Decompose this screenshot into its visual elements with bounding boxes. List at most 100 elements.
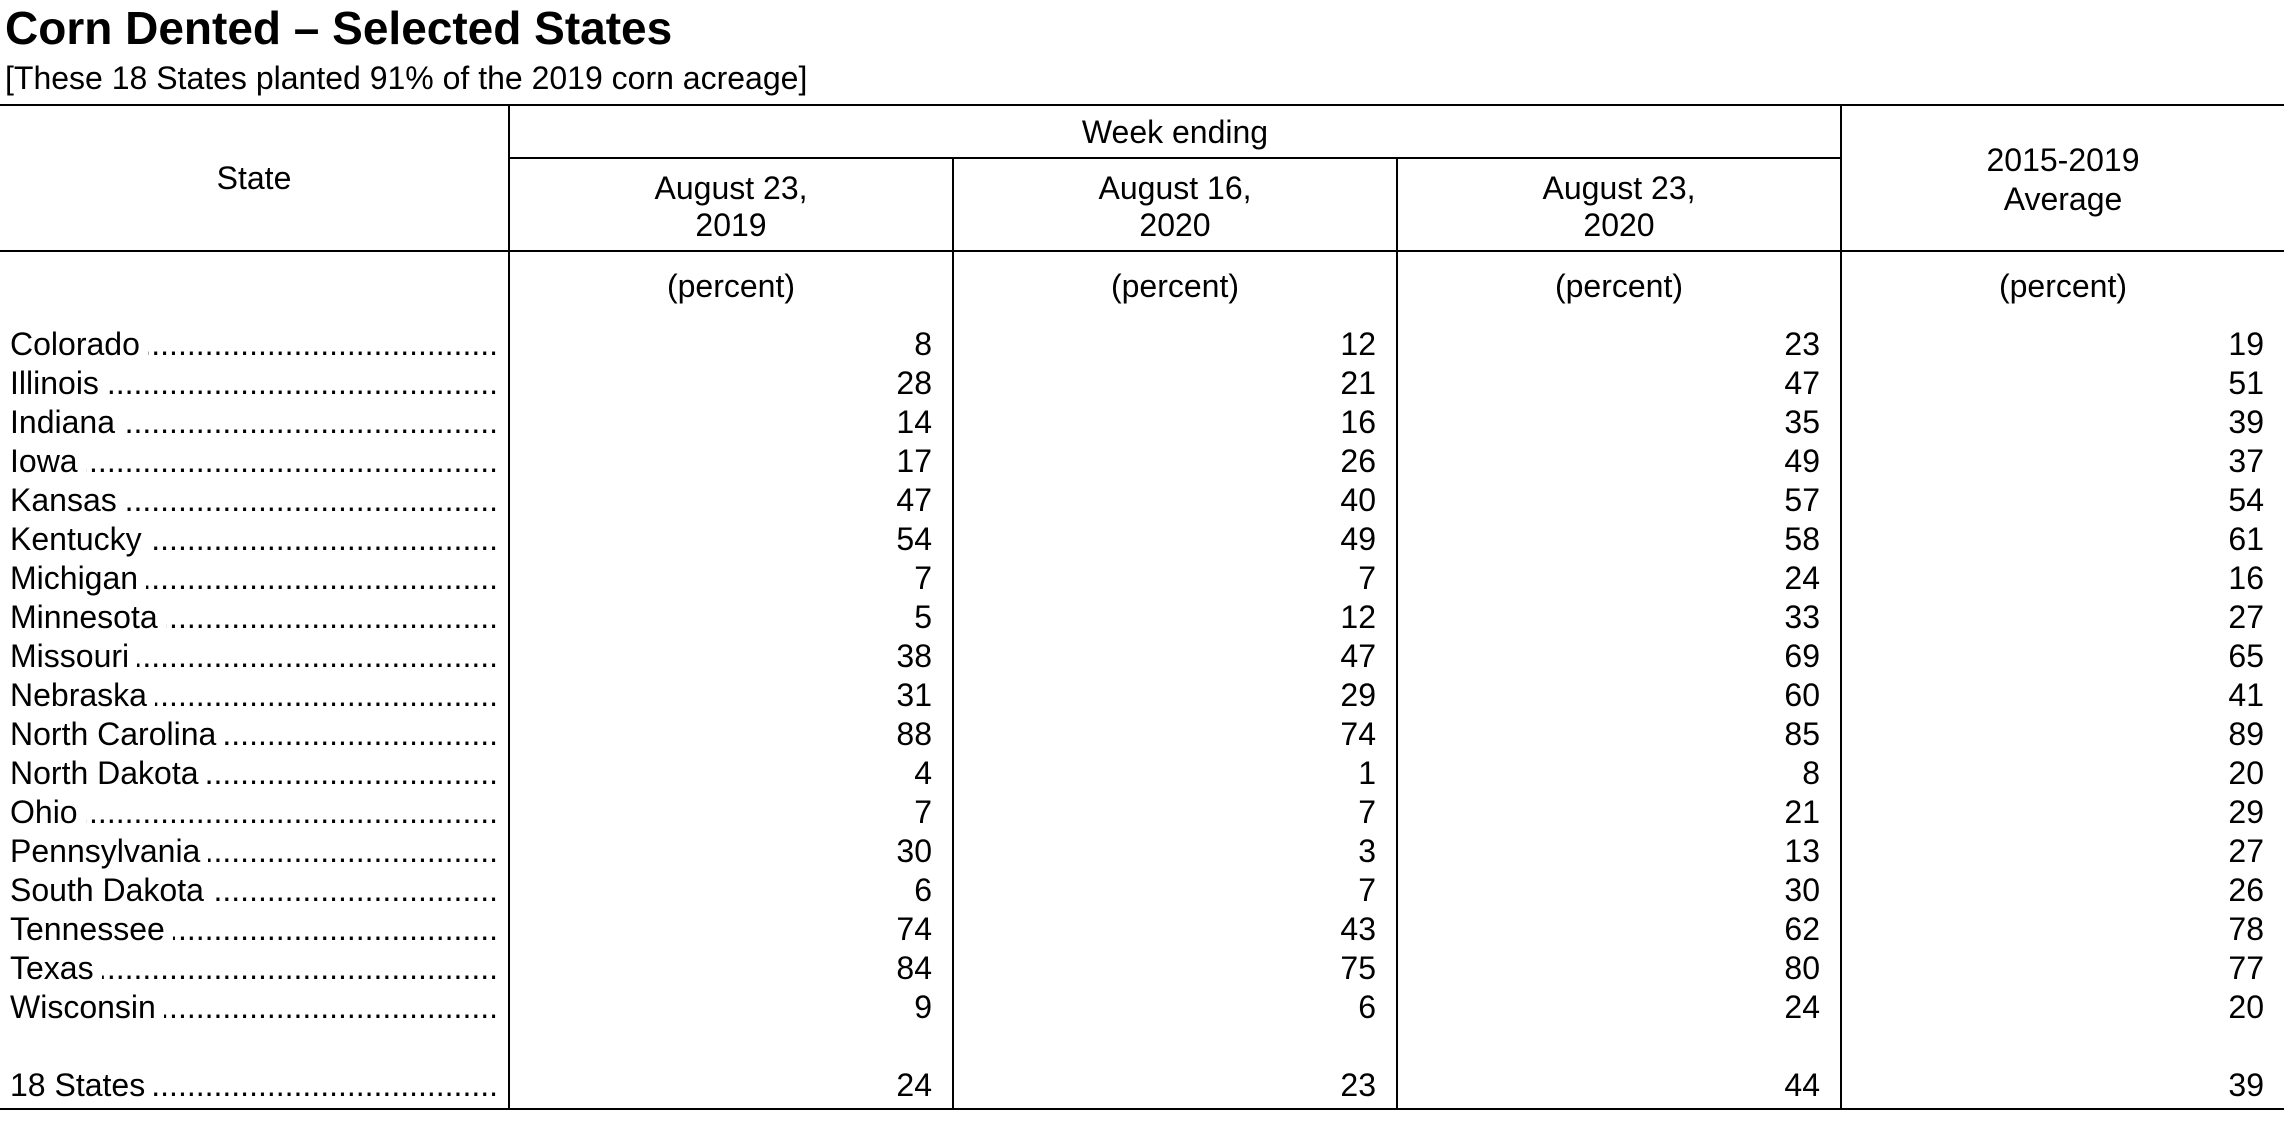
state-column-header: State xyxy=(216,160,292,196)
unit-label: (percent) xyxy=(666,268,796,304)
value-cell: 6 xyxy=(1358,989,1376,1025)
state-name: 18 States xyxy=(10,1067,154,1103)
column-divider xyxy=(508,104,510,1110)
state-cell: ........................................… xyxy=(10,364,498,403)
leader-dots: ........................................… xyxy=(10,794,498,830)
value-cell: 30 xyxy=(1784,872,1820,908)
state-cell: ........................................… xyxy=(10,676,498,715)
state-cell: ........................................… xyxy=(10,988,498,1027)
column-header-line: 2015-2019 xyxy=(1986,142,2140,178)
state-cell: ........................................… xyxy=(10,325,498,364)
value-cell: 65 xyxy=(2228,638,2264,674)
value-cell: 16 xyxy=(2228,560,2264,596)
table-row: ........................................… xyxy=(0,793,2284,832)
value-cell: 20 xyxy=(2228,989,2264,1025)
value-cell: 49 xyxy=(1784,443,1820,479)
week-ending-header: Week ending xyxy=(1081,114,1269,150)
page-title: Corn Dented – Selected States xyxy=(5,2,673,54)
state-name: Minnesota xyxy=(10,599,166,635)
state-name: Tennessee xyxy=(10,911,173,947)
column-header-line: August 23, xyxy=(654,170,808,206)
table-bottom-rule xyxy=(0,1108,2284,1110)
total-row: ........................................… xyxy=(0,1066,2284,1105)
state-name: Kentucky xyxy=(10,521,150,557)
value-cell: 26 xyxy=(2228,872,2264,908)
value-cell: 47 xyxy=(1784,365,1820,401)
state-name: Texas xyxy=(10,950,102,986)
column-divider xyxy=(1396,157,1398,1110)
state-cell: ........................................… xyxy=(10,403,498,442)
value-cell: 9 xyxy=(914,989,932,1025)
value-cell: 6 xyxy=(914,872,932,908)
value-cell: 7 xyxy=(1358,794,1376,830)
state-cell: ........................................… xyxy=(10,559,498,598)
value-cell: 29 xyxy=(1340,677,1376,713)
value-cell: 39 xyxy=(2228,1067,2264,1103)
table-row: ........................................… xyxy=(0,988,2284,1027)
value-cell: 8 xyxy=(914,326,932,362)
table-row: ........................................… xyxy=(0,637,2284,676)
state-cell: ........................................… xyxy=(10,871,498,910)
column-divider xyxy=(1840,104,1842,1110)
state-name: Illinois xyxy=(10,365,107,401)
value-cell: 80 xyxy=(1784,950,1820,986)
value-cell: 16 xyxy=(1340,404,1376,440)
column-header-line: Average xyxy=(2003,181,2123,217)
column-header-line: August 16, xyxy=(1098,170,1252,206)
header-bottom-rule xyxy=(0,250,2284,252)
table-row: ........................................… xyxy=(0,832,2284,871)
value-cell: 3 xyxy=(1358,833,1376,869)
table-row: ........................................… xyxy=(0,715,2284,754)
table-row: ........................................… xyxy=(0,871,2284,910)
value-cell: 23 xyxy=(1784,326,1820,362)
unit-label: (percent) xyxy=(1998,268,2128,304)
value-cell: 33 xyxy=(1784,599,1820,635)
table-row: ........................................… xyxy=(0,910,2284,949)
value-cell: 13 xyxy=(1784,833,1820,869)
state-cell: ........................................… xyxy=(10,520,498,559)
value-cell: 21 xyxy=(1784,794,1820,830)
value-cell: 85 xyxy=(1784,716,1820,752)
value-cell: 24 xyxy=(1784,560,1820,596)
value-cell: 62 xyxy=(1784,911,1820,947)
state-name: Indiana xyxy=(10,404,123,440)
value-cell: 30 xyxy=(896,833,932,869)
state-name: Michigan xyxy=(10,560,147,596)
state-cell: ........................................… xyxy=(10,481,498,520)
table-row: ........................................… xyxy=(0,754,2284,793)
state-name: North Carolina xyxy=(10,716,225,752)
table-row: ........................................… xyxy=(0,598,2284,637)
week-ending-rule xyxy=(509,157,1841,159)
state-cell: ........................................… xyxy=(10,910,498,949)
value-cell: 69 xyxy=(1784,638,1820,674)
value-cell: 39 xyxy=(2228,404,2264,440)
state-name: Pennsylvania xyxy=(10,833,209,869)
state-name: Wisconsin xyxy=(10,989,164,1025)
value-cell: 7 xyxy=(914,794,932,830)
unit-label: (percent) xyxy=(1110,268,1240,304)
state-cell: ........................................… xyxy=(10,832,498,871)
value-cell: 78 xyxy=(2228,911,2264,947)
value-cell: 7 xyxy=(1358,872,1376,908)
state-name: Ohio xyxy=(10,794,86,830)
table-row: ........................................… xyxy=(0,325,2284,364)
value-cell: 60 xyxy=(1784,677,1820,713)
state-cell: ........................................… xyxy=(10,1066,498,1105)
column-divider xyxy=(952,157,954,1110)
value-cell: 19 xyxy=(2228,326,2264,362)
value-cell: 4 xyxy=(914,755,932,791)
value-cell: 29 xyxy=(2228,794,2264,830)
value-cell: 38 xyxy=(896,638,932,674)
state-cell: ........................................… xyxy=(10,442,498,481)
value-cell: 54 xyxy=(2228,482,2264,518)
state-name: North Dakota xyxy=(10,755,207,791)
value-cell: 88 xyxy=(896,716,932,752)
value-cell: 77 xyxy=(2228,950,2264,986)
table-row: ........................................… xyxy=(0,442,2284,481)
column-header-line: 2019 xyxy=(695,207,767,243)
value-cell: 47 xyxy=(896,482,932,518)
state-name: Nebraska xyxy=(10,677,155,713)
value-cell: 23 xyxy=(1340,1067,1376,1103)
column-header-line: August 23, xyxy=(1542,170,1696,206)
table-row: ........................................… xyxy=(0,559,2284,598)
